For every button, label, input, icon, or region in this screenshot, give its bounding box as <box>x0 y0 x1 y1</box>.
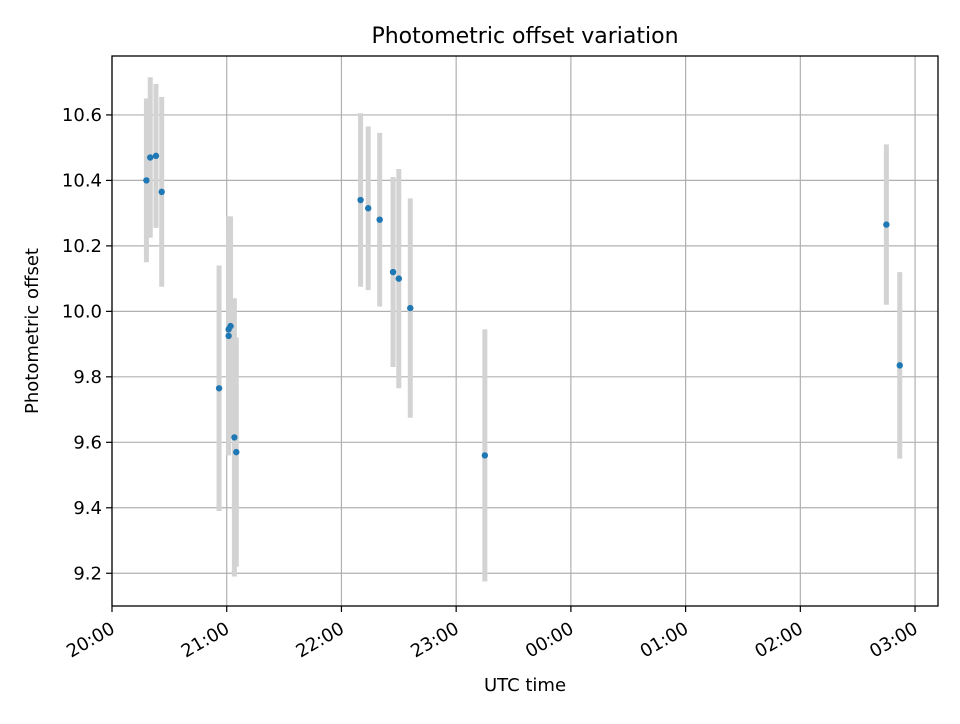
y-tick-label: 9.2 <box>73 563 102 584</box>
data-point <box>225 332 232 340</box>
x-axis-label: UTC time <box>484 675 566 696</box>
y-axis-label: Photometric offset <box>22 248 43 414</box>
y-tick-label: 10.4 <box>62 170 102 191</box>
data-point <box>407 304 414 312</box>
data-point <box>365 205 372 212</box>
data-point <box>376 216 383 223</box>
data-point <box>215 385 223 392</box>
data-point <box>389 268 397 276</box>
data-point <box>231 434 238 441</box>
data-point <box>896 362 903 369</box>
y-tick-label: 9.4 <box>73 498 102 519</box>
data-point <box>395 275 403 282</box>
data-point <box>233 448 240 456</box>
data-point <box>143 177 150 184</box>
grid <box>111 56 938 606</box>
data-point <box>158 188 165 196</box>
y-tick-label: 10.6 <box>62 105 102 126</box>
y-tick-label: 10.2 <box>62 236 102 257</box>
data-point <box>152 152 160 160</box>
y-tick-label: 9.6 <box>73 432 102 453</box>
y-tick-label: 9.8 <box>73 367 102 388</box>
data-point <box>357 196 364 204</box>
data-point <box>147 154 154 161</box>
plot-frame <box>111 55 939 607</box>
data-points <box>143 152 903 459</box>
y-tick-label: 10.0 <box>62 301 102 322</box>
data-point <box>227 322 234 330</box>
y-axis: 9.2 9.4 9.6 9.8 10.0 10.2 10.4 10.6 <box>62 105 112 584</box>
data-point <box>883 221 890 228</box>
chart-title: Photometric offset variation <box>371 24 678 49</box>
data-point <box>481 452 489 459</box>
